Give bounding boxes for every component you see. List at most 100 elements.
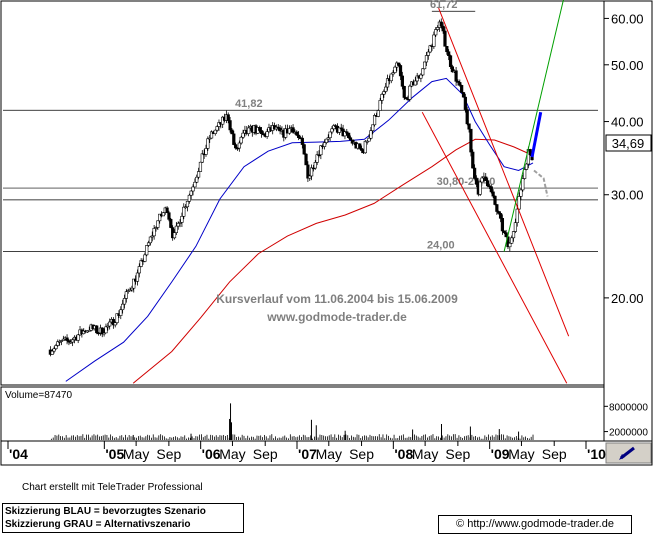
candle	[208, 137, 212, 140]
candle	[448, 55, 453, 67]
candle	[343, 131, 347, 137]
candle	[130, 287, 134, 291]
candle	[100, 327, 104, 335]
candle	[297, 134, 301, 138]
candle	[378, 100, 382, 111]
blue-scenario-line	[530, 111, 543, 158]
pen-icon[interactable]	[605, 442, 652, 464]
x-axis-panel	[0, 440, 653, 466]
candle	[369, 130, 373, 139]
candle	[115, 313, 119, 323]
candle	[424, 55, 429, 63]
candle	[523, 169, 527, 179]
candle	[124, 291, 128, 299]
candle	[304, 153, 308, 166]
candle	[52, 348, 56, 352]
y-tick-label: 50.00	[611, 58, 644, 73]
candle	[69, 341, 73, 344]
candle	[450, 66, 454, 73]
candle	[484, 176, 488, 181]
candle	[232, 133, 236, 145]
candle	[146, 242, 151, 246]
candle	[182, 206, 186, 217]
candle	[309, 167, 314, 177]
ma-blue-line	[65, 77, 534, 382]
url-box[interactable]: © http://www.godmode-trader.de	[438, 515, 632, 534]
candle	[145, 245, 149, 256]
candle	[480, 177, 484, 183]
candle	[467, 123, 471, 130]
candle	[350, 139, 354, 144]
volume-label: Volume=87470	[5, 390, 72, 401]
candle	[241, 132, 245, 138]
y-axis-panel	[603, 0, 653, 442]
x-tick-label: May	[123, 446, 149, 462]
candle	[195, 176, 199, 183]
candle	[87, 329, 91, 332]
candle	[348, 137, 353, 141]
candle	[498, 213, 503, 219]
candle	[265, 131, 269, 137]
candle	[291, 127, 295, 133]
candle	[367, 137, 371, 142]
candle	[206, 138, 210, 149]
candle	[258, 127, 262, 131]
ma-red-line	[132, 138, 534, 384]
candle	[419, 74, 423, 79]
candle	[376, 110, 380, 117]
candle	[200, 153, 204, 163]
candle	[400, 75, 404, 87]
x-tick-label: May	[219, 446, 245, 462]
candle	[398, 65, 403, 77]
copyright-icon: ©	[456, 518, 465, 530]
candle	[71, 339, 75, 343]
candle	[119, 309, 123, 316]
candle	[487, 185, 492, 188]
candle	[185, 200, 190, 208]
candle	[239, 136, 243, 144]
trend-line-green	[503, 0, 564, 252]
candle	[504, 232, 508, 238]
legend-blue: Skizzierung BLAU = bevorzugtes Szenario	[5, 506, 206, 517]
annotation-url: www.godmode-trader.de	[266, 310, 407, 324]
url-link[interactable]: http://www.godmode-trader.de	[467, 518, 614, 530]
x-tick-label: May	[316, 446, 342, 462]
candle	[372, 115, 377, 126]
candle	[295, 131, 299, 136]
candle	[58, 341, 62, 343]
candle	[461, 92, 466, 98]
candle	[113, 322, 117, 326]
candle	[259, 130, 264, 134]
candle	[204, 148, 208, 155]
candle	[345, 131, 349, 134]
candle	[154, 227, 158, 229]
candle	[215, 126, 219, 131]
candle	[230, 129, 234, 135]
last-price-tag	[605, 134, 652, 152]
candle	[435, 27, 440, 30]
gray-scenario-line	[533, 169, 549, 197]
candle	[172, 232, 177, 239]
candle	[56, 341, 60, 346]
candle	[389, 73, 393, 82]
trend-line-red	[421, 111, 568, 384]
candle	[358, 143, 362, 149]
candle	[463, 96, 467, 110]
candle	[209, 131, 214, 139]
candle	[469, 128, 473, 153]
candle	[143, 254, 147, 262]
candle	[226, 114, 230, 121]
candle	[517, 196, 521, 210]
candle	[513, 222, 517, 232]
y-tick-label: 40.00	[611, 115, 644, 130]
x-tick-label: Sep	[445, 446, 470, 462]
candle	[434, 29, 438, 36]
footer-credit: Chart erstellt mit TeleTrader Profession…	[22, 482, 203, 493]
candle	[302, 144, 306, 155]
candle	[365, 140, 369, 143]
candle	[111, 319, 115, 326]
candle	[104, 326, 108, 334]
x-tick-label: '09	[491, 446, 510, 462]
candle	[471, 151, 475, 169]
candle	[139, 260, 143, 267]
